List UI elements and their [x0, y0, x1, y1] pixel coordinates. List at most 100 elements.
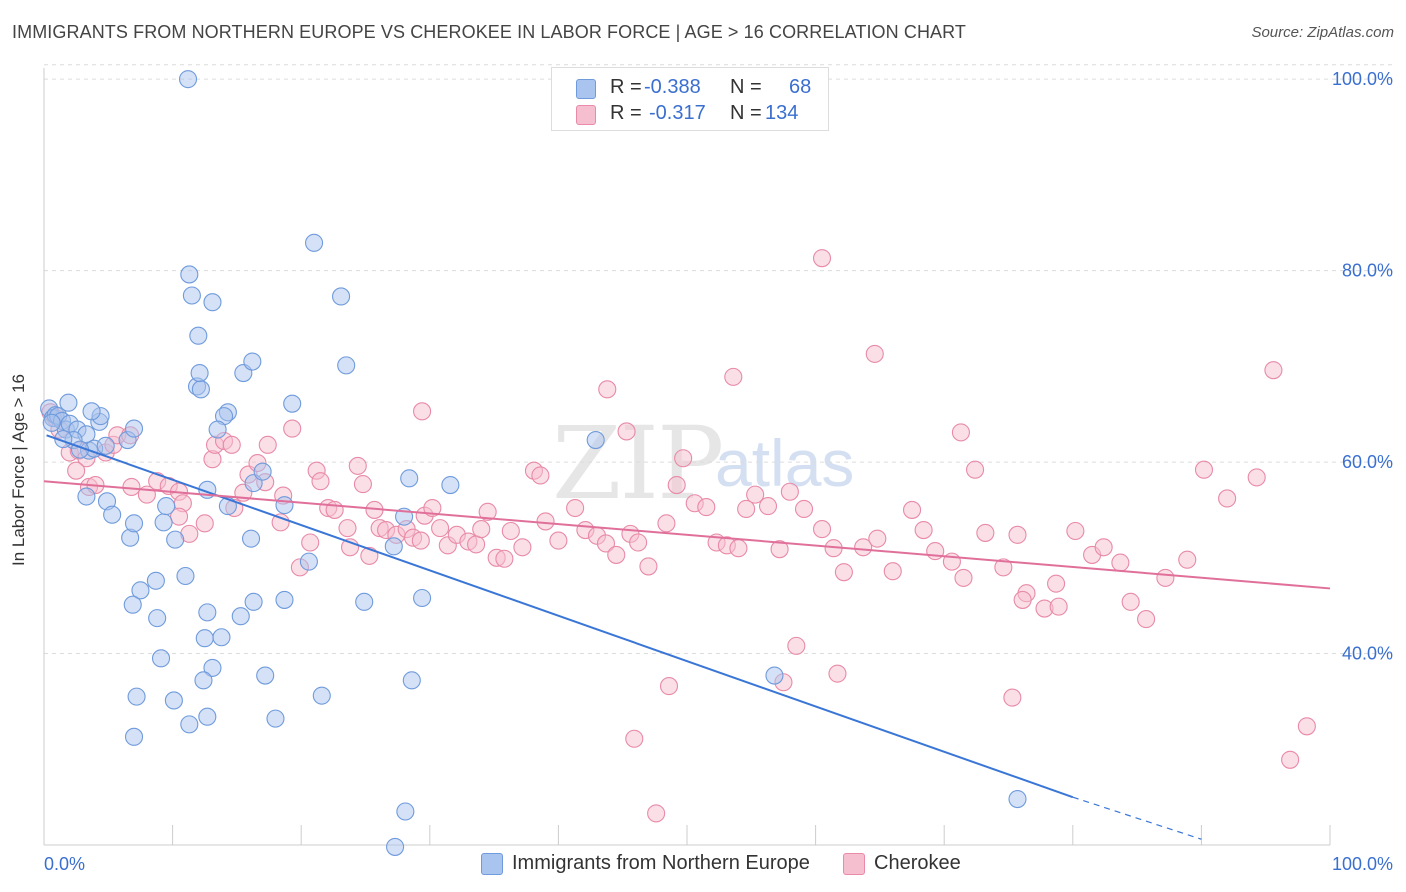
data-point: [180, 715, 199, 734]
legend-n-label: N =: [730, 102, 762, 124]
legend-n-label: N =: [730, 76, 762, 98]
data-point: [834, 563, 853, 582]
data-point: [812, 249, 832, 268]
data-point: [536, 512, 555, 531]
data-point: [1156, 568, 1175, 587]
data-point: [828, 664, 847, 683]
data-point: [241, 529, 261, 548]
data-point: [283, 419, 302, 438]
data-point: [103, 505, 122, 524]
data-point: [780, 482, 799, 501]
data-point: [190, 363, 209, 383]
data-point: [1008, 789, 1027, 809]
data-point: [674, 449, 693, 468]
data-point: [275, 590, 294, 609]
data-point: [1137, 610, 1156, 629]
x-tick-label: 0.0%: [44, 854, 85, 874]
data-point: [124, 419, 144, 438]
data-point: [607, 545, 626, 564]
northern-europe-points: [40, 70, 1027, 856]
data-point: [629, 533, 648, 552]
data-point: [348, 456, 367, 475]
data-point: [659, 677, 679, 696]
data-point: [926, 542, 945, 561]
bottom-legend-label: Cherokee: [874, 852, 961, 874]
data-point: [178, 70, 198, 89]
data-point: [513, 538, 532, 557]
data-point: [191, 380, 210, 399]
legend-r-label: R =: [610, 102, 642, 124]
legend-r-value: -0.388: [644, 76, 701, 98]
data-point: [625, 729, 644, 748]
data-point: [854, 538, 873, 557]
data-point: [478, 502, 497, 521]
bottom-legend-label: Immigrants from Northern Europe: [512, 852, 810, 874]
cherokee-points: [41, 249, 1316, 823]
bottom-legend-northern-europe: Immigrants from Northern Europe: [481, 852, 821, 876]
data-point: [758, 497, 778, 516]
data-point: [231, 607, 250, 626]
data-point: [305, 233, 324, 252]
data-point: [124, 727, 144, 746]
data-point: [123, 595, 142, 614]
data-point: [195, 629, 214, 648]
bottom-legend-cherokee: Cherokee: [843, 852, 983, 876]
chart-title: IMMIGRANTS FROM NORTHERN EUROPE VS CHERO…: [12, 22, 967, 42]
y-tick-label: 40.0%: [1342, 644, 1393, 664]
correlation-legend: R = -0.388 N = 68 R = -0.317 N = 134: [551, 67, 829, 131]
data-point: [258, 435, 277, 454]
data-point: [1264, 361, 1283, 380]
trend-line-extension: [1072, 796, 1202, 840]
data-point: [411, 531, 430, 550]
data-point: [951, 423, 970, 442]
data-point: [1218, 489, 1237, 508]
data-point: [729, 539, 748, 558]
data-point: [122, 477, 141, 497]
data-point: [353, 475, 372, 494]
data-point: [1297, 717, 1316, 736]
data-point: [151, 649, 171, 668]
data-point: [154, 513, 173, 532]
data-point: [218, 497, 237, 516]
data-point: [311, 472, 330, 491]
data-point: [194, 671, 213, 690]
data-point: [203, 293, 222, 312]
legend-n-value: 134: [765, 102, 799, 124]
legend-r-label: R =: [610, 76, 642, 98]
data-point: [244, 592, 263, 611]
data-point: [586, 431, 605, 450]
data-point: [746, 485, 765, 504]
data-point: [256, 666, 275, 685]
data-point: [127, 687, 146, 706]
data-point: [1281, 750, 1300, 769]
data-point: [332, 287, 351, 306]
data-point: [617, 422, 636, 441]
data-point: [312, 686, 331, 705]
trend-line-cherokee: [43, 480, 1331, 590]
data-point: [400, 469, 419, 488]
data-point: [472, 520, 491, 539]
data-point: [697, 498, 716, 517]
data-point: [283, 394, 302, 413]
data-point: [966, 460, 985, 479]
data-point: [657, 514, 676, 533]
data-point: [501, 521, 520, 541]
data-point: [667, 475, 686, 495]
data-point: [1008, 525, 1027, 544]
data-point: [337, 356, 356, 375]
data-point: [166, 530, 185, 549]
data-point: [189, 326, 208, 345]
data-point: [413, 402, 432, 421]
data-point: [1194, 460, 1214, 479]
data-point: [396, 802, 415, 821]
data-point: [82, 402, 101, 421]
data-point: [1111, 553, 1130, 572]
data-point: [198, 707, 217, 726]
data-point: [164, 691, 183, 710]
legend-swatch-pink: [576, 105, 596, 125]
data-point: [724, 367, 743, 386]
data-point: [495, 549, 514, 568]
data-point: [301, 533, 320, 552]
data-point: [549, 531, 568, 550]
